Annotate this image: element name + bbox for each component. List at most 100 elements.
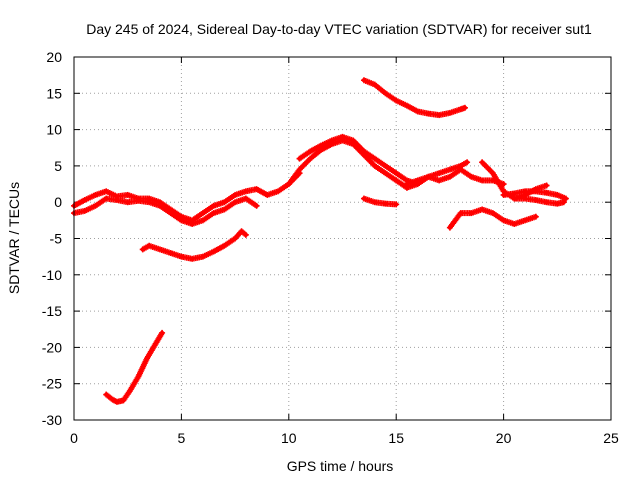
data-point bbox=[383, 201, 388, 206]
data-point bbox=[404, 103, 410, 108]
x-tick-label: 10 bbox=[281, 430, 297, 446]
data-point bbox=[159, 330, 165, 336]
data-point bbox=[361, 196, 367, 201]
series-arc-12 bbox=[511, 182, 550, 202]
data-point bbox=[462, 105, 468, 111]
data-point bbox=[447, 167, 453, 172]
y-tick-label: -20 bbox=[42, 339, 62, 355]
data-point bbox=[555, 201, 560, 206]
series-arc-5 bbox=[360, 77, 468, 119]
series-arc-1-lower bbox=[71, 195, 260, 227]
data-point bbox=[127, 388, 133, 394]
y-tick-label: -30 bbox=[42, 412, 62, 428]
data-point bbox=[512, 191, 517, 196]
data-point bbox=[479, 178, 485, 183]
data-point bbox=[447, 225, 453, 230]
data-point bbox=[265, 192, 270, 198]
data-point bbox=[144, 356, 150, 361]
data-point bbox=[318, 147, 324, 153]
x-tick-label: 0 bbox=[70, 430, 78, 446]
data-point bbox=[340, 134, 345, 140]
data-point bbox=[114, 399, 120, 405]
data-point bbox=[404, 185, 410, 190]
data-point bbox=[93, 192, 98, 198]
y-tick-label: 0 bbox=[54, 194, 62, 210]
data-point bbox=[211, 203, 216, 209]
y-tick-label: -25 bbox=[42, 376, 62, 392]
data-point bbox=[501, 218, 506, 223]
data-point bbox=[146, 243, 152, 248]
data-point bbox=[372, 200, 377, 205]
data-point bbox=[136, 374, 141, 379]
data-point bbox=[544, 190, 549, 195]
data-point bbox=[458, 163, 463, 169]
data-point bbox=[479, 160, 485, 165]
data-point bbox=[490, 170, 496, 176]
data-point bbox=[254, 203, 259, 209]
series-arc-9 bbox=[446, 206, 539, 231]
data-point bbox=[232, 192, 238, 198]
data-point bbox=[179, 254, 184, 259]
series-arc-11 bbox=[500, 188, 569, 202]
series-arc-4-lower bbox=[285, 137, 410, 191]
data-point bbox=[168, 250, 173, 256]
data-point bbox=[200, 218, 206, 223]
data-point bbox=[415, 178, 420, 183]
data-point bbox=[308, 156, 313, 161]
data-point bbox=[104, 196, 109, 201]
data-point bbox=[232, 200, 238, 205]
data-point bbox=[458, 210, 463, 216]
data-point bbox=[533, 197, 539, 203]
data-point bbox=[372, 156, 377, 161]
y-tick-label: 15 bbox=[46, 85, 62, 101]
data-point bbox=[243, 196, 249, 201]
series-arc-2 bbox=[139, 228, 249, 262]
data-point bbox=[563, 196, 569, 201]
data-point bbox=[329, 141, 334, 147]
data-point bbox=[104, 189, 109, 194]
data-point bbox=[297, 156, 302, 161]
data-points bbox=[71, 77, 569, 405]
data-point bbox=[533, 186, 539, 192]
y-tick-label: -10 bbox=[42, 267, 62, 283]
y-tick-label: 5 bbox=[54, 158, 62, 174]
data-point bbox=[383, 170, 388, 176]
data-point bbox=[555, 192, 560, 198]
data-point bbox=[479, 207, 485, 212]
data-point bbox=[436, 112, 442, 118]
y-tick-label: 10 bbox=[46, 122, 62, 138]
data-point bbox=[136, 198, 141, 203]
data-point bbox=[512, 221, 517, 227]
data-point bbox=[222, 243, 227, 248]
data-point bbox=[394, 98, 399, 103]
data-point bbox=[533, 214, 539, 219]
tick-labels: 0 5 10 15 20 25 -30 -25 -20 -15 -10 -5 0 5 10 15 20 bbox=[42, 49, 619, 446]
data-point bbox=[544, 200, 549, 205]
data-point bbox=[157, 203, 163, 209]
data-point bbox=[200, 210, 206, 216]
data-point bbox=[243, 232, 249, 238]
data-point bbox=[125, 192, 130, 198]
data-point bbox=[436, 170, 442, 176]
y-tick-label: -5 bbox=[50, 231, 63, 247]
x-tick-label: 5 bbox=[178, 430, 186, 446]
data-point bbox=[351, 141, 356, 147]
data-point bbox=[458, 107, 463, 112]
data-point bbox=[447, 174, 453, 179]
data-point bbox=[464, 160, 470, 165]
series-arc-10 bbox=[479, 159, 567, 207]
data-point bbox=[189, 256, 195, 262]
data-point bbox=[286, 181, 291, 187]
data-point bbox=[243, 189, 249, 194]
data-point bbox=[125, 200, 130, 205]
data-point bbox=[211, 210, 216, 216]
data-point bbox=[146, 200, 152, 205]
data-point bbox=[561, 200, 566, 205]
y-tick-label: -15 bbox=[42, 303, 62, 319]
data-point bbox=[415, 109, 420, 114]
data-point bbox=[501, 192, 506, 198]
x-axis-label: GPS time / hours bbox=[287, 458, 394, 474]
data-point bbox=[490, 210, 496, 216]
data-point bbox=[275, 189, 281, 194]
